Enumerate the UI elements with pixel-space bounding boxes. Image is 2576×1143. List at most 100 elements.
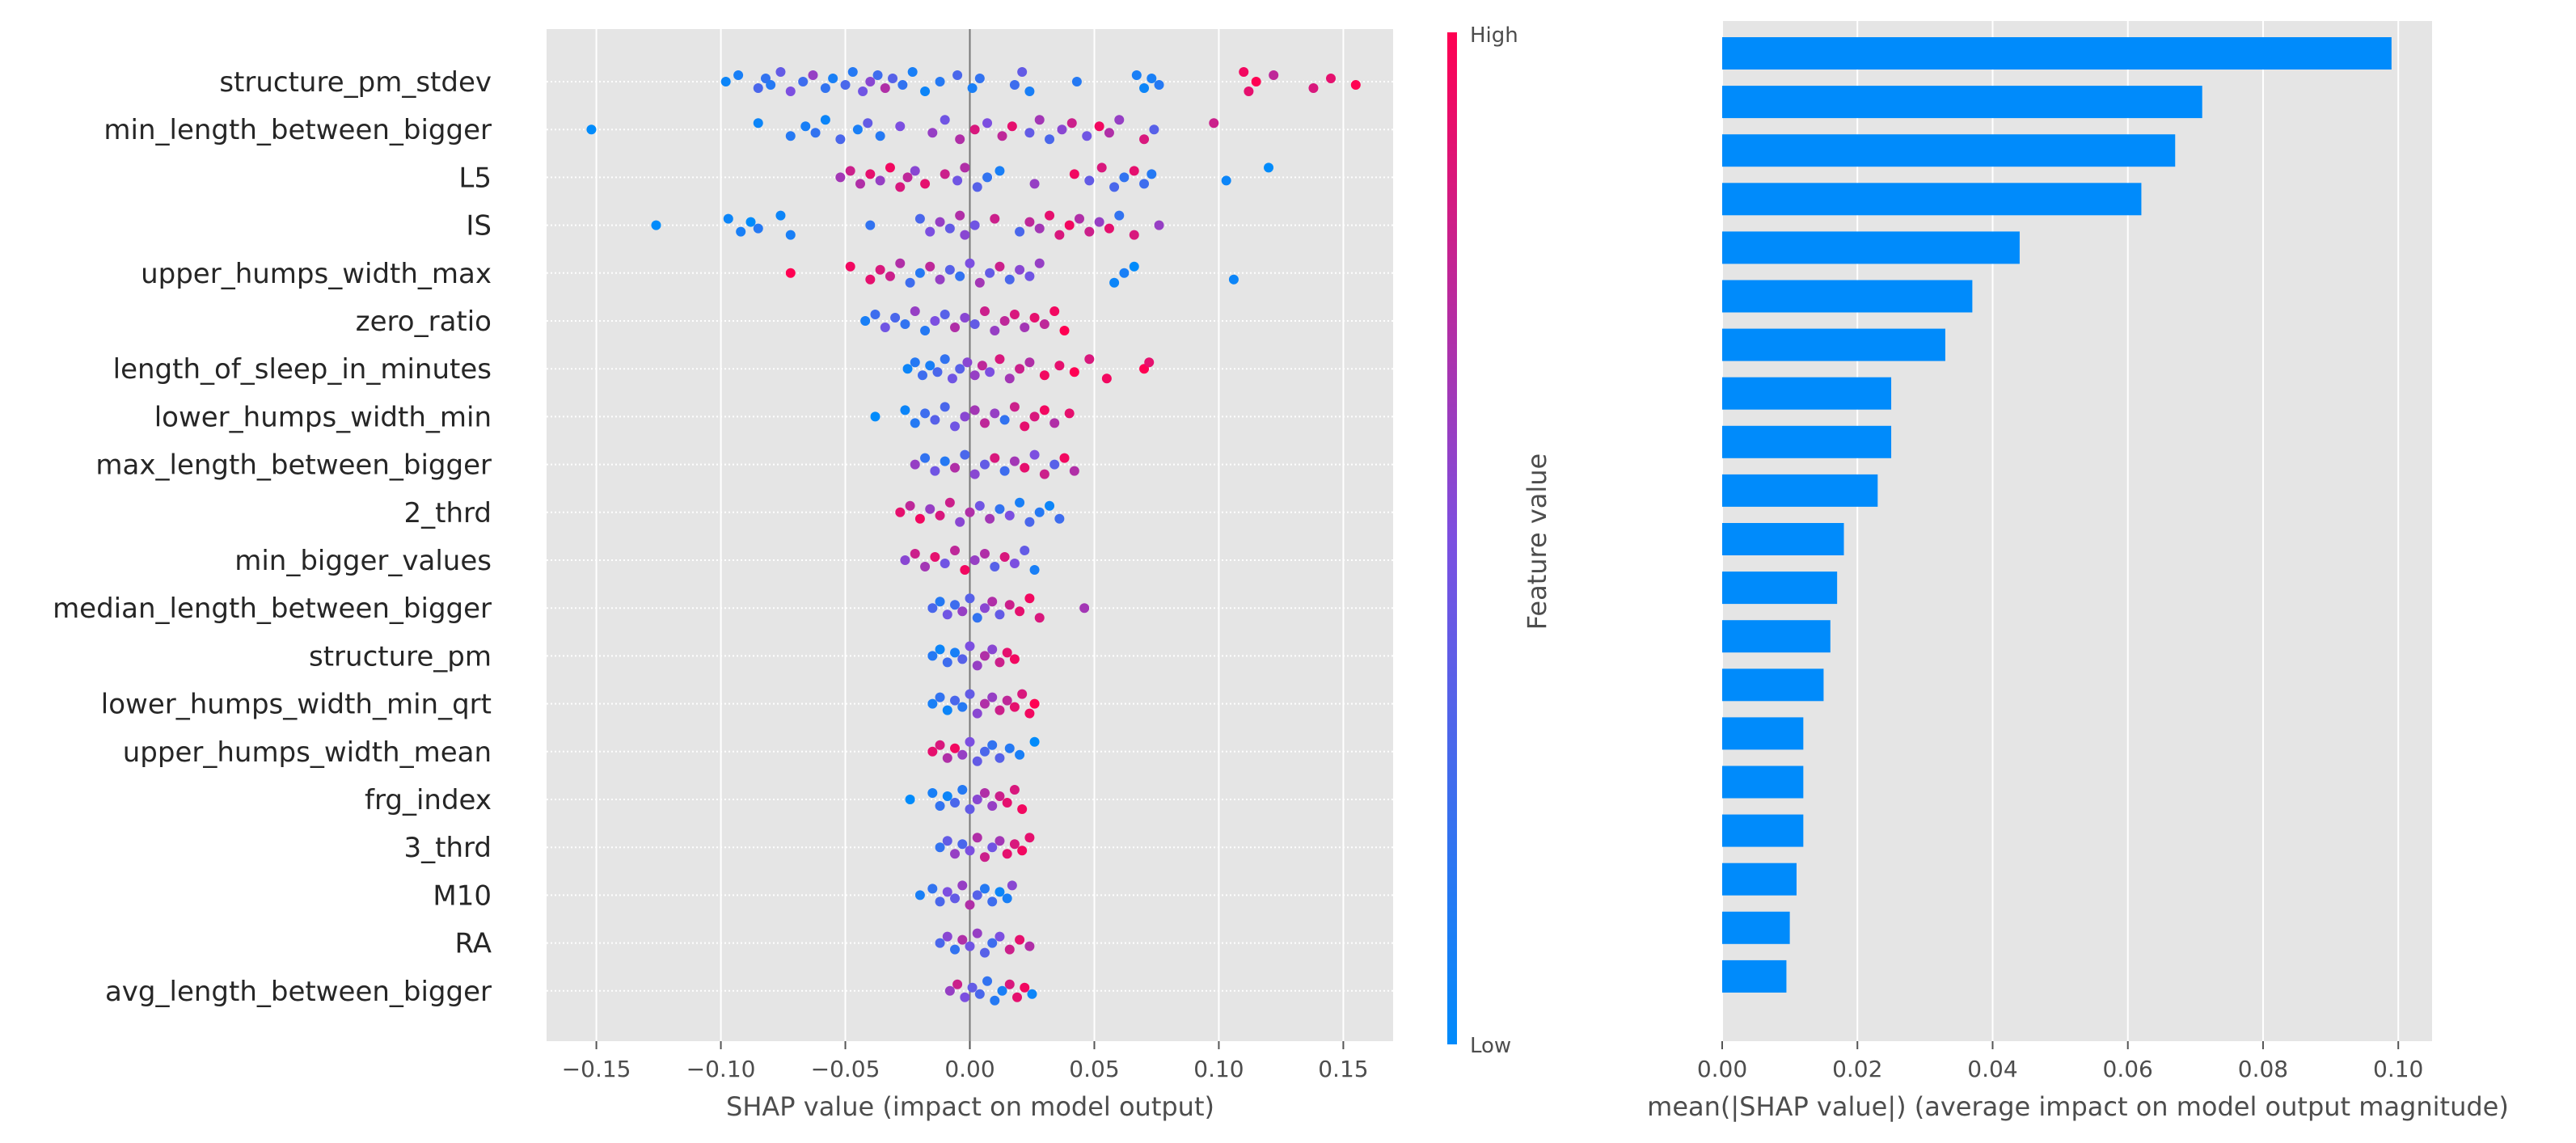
shap-point <box>1054 230 1065 240</box>
beeswarm-x-ticks: −0.15 −0.10 −0.05 0.00 0.05 0.10 0.15 <box>562 1041 1369 1082</box>
shap-point <box>950 462 961 473</box>
shap-point <box>1129 261 1139 272</box>
shap-point <box>1154 80 1164 90</box>
shap-point <box>785 86 796 96</box>
feature-label: 2_thrd <box>404 497 492 529</box>
bar-avg_length_between_bigger <box>1722 960 1787 993</box>
shap-point <box>935 510 945 521</box>
shap-point <box>960 411 970 422</box>
shap-point <box>940 402 950 412</box>
shap-point <box>1020 982 1030 993</box>
shap-point <box>902 172 913 183</box>
shap-point <box>927 651 938 661</box>
bar-tick-label: 0.02 <box>1832 1056 1882 1082</box>
shap-point <box>890 313 901 323</box>
shap-point <box>1024 357 1035 368</box>
shap-point <box>957 749 968 760</box>
shap-point <box>965 689 975 699</box>
shap-point <box>969 370 980 381</box>
shap-point <box>935 740 945 750</box>
shap-point <box>972 756 982 766</box>
beeswarm-x-axis-label: SHAP value (impact on model output) <box>726 1091 1214 1122</box>
shap-point <box>962 357 973 368</box>
shap-point <box>1015 749 1025 760</box>
shap-point <box>900 405 910 415</box>
beeswarm-tick-label: 0.00 <box>944 1056 995 1082</box>
bar-upper_humps_width_mean <box>1722 717 1804 750</box>
shap-point <box>1004 510 1015 521</box>
shap-point <box>855 179 866 189</box>
shap-point <box>1009 402 1020 412</box>
shap-point <box>960 313 970 323</box>
shap-point <box>1024 271 1035 281</box>
bar-median_length_between_bigger <box>1722 572 1838 605</box>
shap-point <box>723 213 733 224</box>
shap-point <box>979 603 990 614</box>
shap-point <box>960 162 970 173</box>
feature-label: median_length_between_bigger <box>53 593 492 625</box>
feature-label: structure_pm <box>309 640 492 673</box>
shap-point <box>990 408 1000 419</box>
shap-point <box>927 746 938 757</box>
shap-point <box>775 210 786 221</box>
shap-point <box>1029 449 1040 460</box>
shap-point <box>872 70 883 80</box>
bar-x-ticks: 0.00 0.02 0.04 0.06 0.08 0.10 <box>1697 1041 2423 1082</box>
shap-point <box>1147 74 1157 83</box>
shap-point <box>1009 839 1020 850</box>
shap-point <box>860 316 871 326</box>
shap-point <box>974 277 985 288</box>
shap-point <box>1071 77 1082 86</box>
shap-point <box>1244 86 1254 96</box>
shap-point <box>925 261 935 272</box>
shap-point <box>753 118 763 129</box>
feature-label: lower_humps_width_min_qrt <box>101 689 492 721</box>
shap-point <box>835 134 846 145</box>
shap-point <box>1017 804 1028 814</box>
shap-point <box>982 172 993 183</box>
shap-point <box>1039 469 1049 479</box>
shap-point <box>1024 128 1035 138</box>
shap-point <box>1045 500 1055 511</box>
shap-point <box>1066 118 1077 129</box>
shap-point <box>972 182 982 192</box>
shap-point <box>865 274 876 285</box>
shap-point <box>940 310 950 319</box>
shap-point <box>852 124 863 135</box>
colorbar-low-label: Low <box>1470 1034 1511 1058</box>
feature-value-colorbar: High Low Feature value <box>1447 23 1552 1058</box>
shap-point <box>1084 175 1095 186</box>
shap-point <box>1057 124 1067 135</box>
shap-point <box>997 985 1007 996</box>
shap-point <box>875 131 885 141</box>
shap-point <box>990 562 1000 572</box>
shap-point <box>1015 606 1025 617</box>
shap-point <box>927 603 938 614</box>
shap-point <box>1009 80 1020 90</box>
shap-point <box>1147 169 1157 179</box>
shap-point <box>1074 213 1084 224</box>
shap-point <box>987 896 998 907</box>
shap-point <box>907 67 918 77</box>
shap-point <box>1154 220 1164 230</box>
shap-point <box>940 169 950 179</box>
shap-point <box>979 884 990 894</box>
shap-point <box>972 833 982 843</box>
shap-point <box>1020 546 1030 555</box>
shap-point <box>736 226 746 237</box>
shap-point <box>935 692 945 702</box>
feature-label: lower_humps_width_min <box>154 401 492 433</box>
shap-point <box>1119 268 1130 278</box>
shap-point <box>925 504 935 514</box>
shap-point <box>965 846 975 856</box>
shap-point <box>999 552 1010 562</box>
shap-point <box>957 934 968 945</box>
shap-point <box>1064 220 1075 230</box>
beeswarm-tick-label: 0.05 <box>1069 1056 1119 1082</box>
shap-point <box>895 258 906 268</box>
bar-lower_humps_width_min <box>1722 377 1892 410</box>
shap-point <box>865 77 876 86</box>
shap-point <box>927 128 938 138</box>
shap-point <box>979 418 990 428</box>
